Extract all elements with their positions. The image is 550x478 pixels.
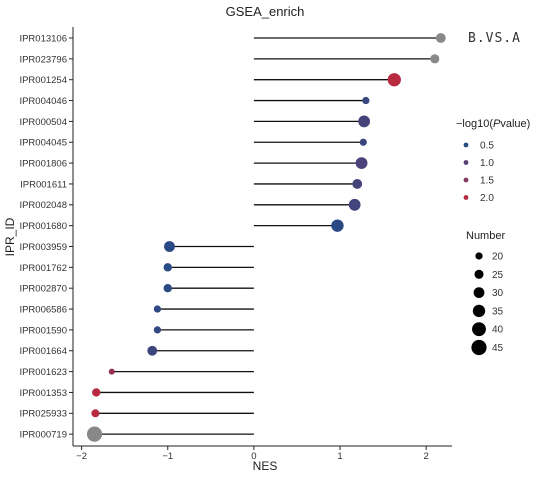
lollipop-point [153,305,162,313]
lollipop-point [348,198,361,211]
y-tick-label: IPR000719 [19,430,67,441]
color-legend-title-prefix: −log10( [456,118,493,130]
size-legend-swatch [472,322,486,337]
y-tick-label: IPR004046 [19,96,67,107]
y-tick-label: IPR002048 [19,200,67,211]
lollipop-point [430,54,440,64]
y-tick-label: IPR001353 [19,388,67,399]
y-tick-label: IPR013106 [19,33,67,44]
size-legend-label: 35 [492,306,504,317]
legend: −log10(Pvalue) 0.5 1.0 1.5 2.0 Number 20 25 30 35… [456,118,530,356]
size-legend-swatch [474,269,484,279]
size-legend-swatch [475,252,483,260]
x-tick-label: −2 [76,451,87,462]
size-legend-label: 45 [492,343,504,354]
size-legend-label: 25 [492,270,504,281]
color-legend-swatch [463,142,469,148]
lollipop-point [153,326,162,334]
y-tick-label: IPR001806 [19,159,67,170]
y-tick-label: IPR023796 [19,54,67,65]
color-legend-label: 1.0 [480,158,494,169]
size-legend-label: 30 [492,288,504,299]
x-tick-label: 2 [424,451,429,462]
color-legend-title-suffix: value) [500,118,530,130]
lollipop-point [358,115,371,128]
lollipop-point [92,388,101,397]
y-tick-label: IPR004045 [19,138,67,149]
lollipop-point [147,345,158,356]
y-tick-label: IPR001680 [19,221,67,232]
plot-area: −2 −1 0 1 2 IPR013106 IPR023796 IPR001254 IPR004… [19,27,452,462]
y-tick-label: IPR006586 [19,304,67,315]
color-legend-swatch [463,160,469,165]
size-legend-label: 20 [492,252,504,263]
color-legend-swatch [463,177,469,183]
lollipop-point [355,157,368,169]
chart-title: GSEA_enrich [226,4,305,19]
lollipop-point [331,219,344,232]
y-tick-label: IPR002870 [19,284,67,295]
lollipop-point [163,284,172,293]
size-legend-swatch [471,339,487,356]
size-legend-label: 40 [492,325,504,336]
y-tick-label: IPR001623 [19,367,67,378]
lollipop-point [163,263,172,272]
y-tick-label: IPR003959 [19,242,67,253]
size-legend-swatch [472,304,486,318]
lollipop-point [359,138,367,146]
x-tick-label: −1 [162,451,173,462]
color-legend-title-italic: P [493,118,501,130]
lollipop-point [91,409,100,418]
y-tick-label: IPR000504 [19,117,67,128]
y-tick-label: IPR001611 [20,179,67,190]
lollipop-point [435,33,446,43]
y-tick-label: IPR001664 [19,346,67,357]
lollipop-point [352,179,363,189]
y-tick-label: IPR025933 [19,409,67,420]
lollipop-point [108,368,115,375]
group-label: B.VS.A [468,31,521,46]
color-legend-label: 1.5 [480,176,494,187]
lollipop-point [362,96,370,105]
y-axis-title: IPR_ID [3,217,17,256]
y-tick-label: IPR001254 [19,75,67,86]
y-tick-label: IPR001762 [19,263,67,274]
size-legend-swatch [473,287,485,299]
color-legend-swatch [463,195,469,200]
lollipop-point [86,426,103,442]
y-tick-label: IPR001590 [19,325,67,336]
size-legend-title: Number [466,230,505,242]
lollipop-point [164,241,175,252]
color-legend-title: −log10(Pvalue) [456,118,530,130]
color-legend-label: 0.5 [480,141,494,152]
x-tick-label: 1 [337,451,342,462]
color-legend-label: 2.0 [480,193,494,204]
x-tick-label: 0 [251,451,256,462]
x-axis-title: NES [253,459,278,473]
lollipop-point [387,73,401,87]
